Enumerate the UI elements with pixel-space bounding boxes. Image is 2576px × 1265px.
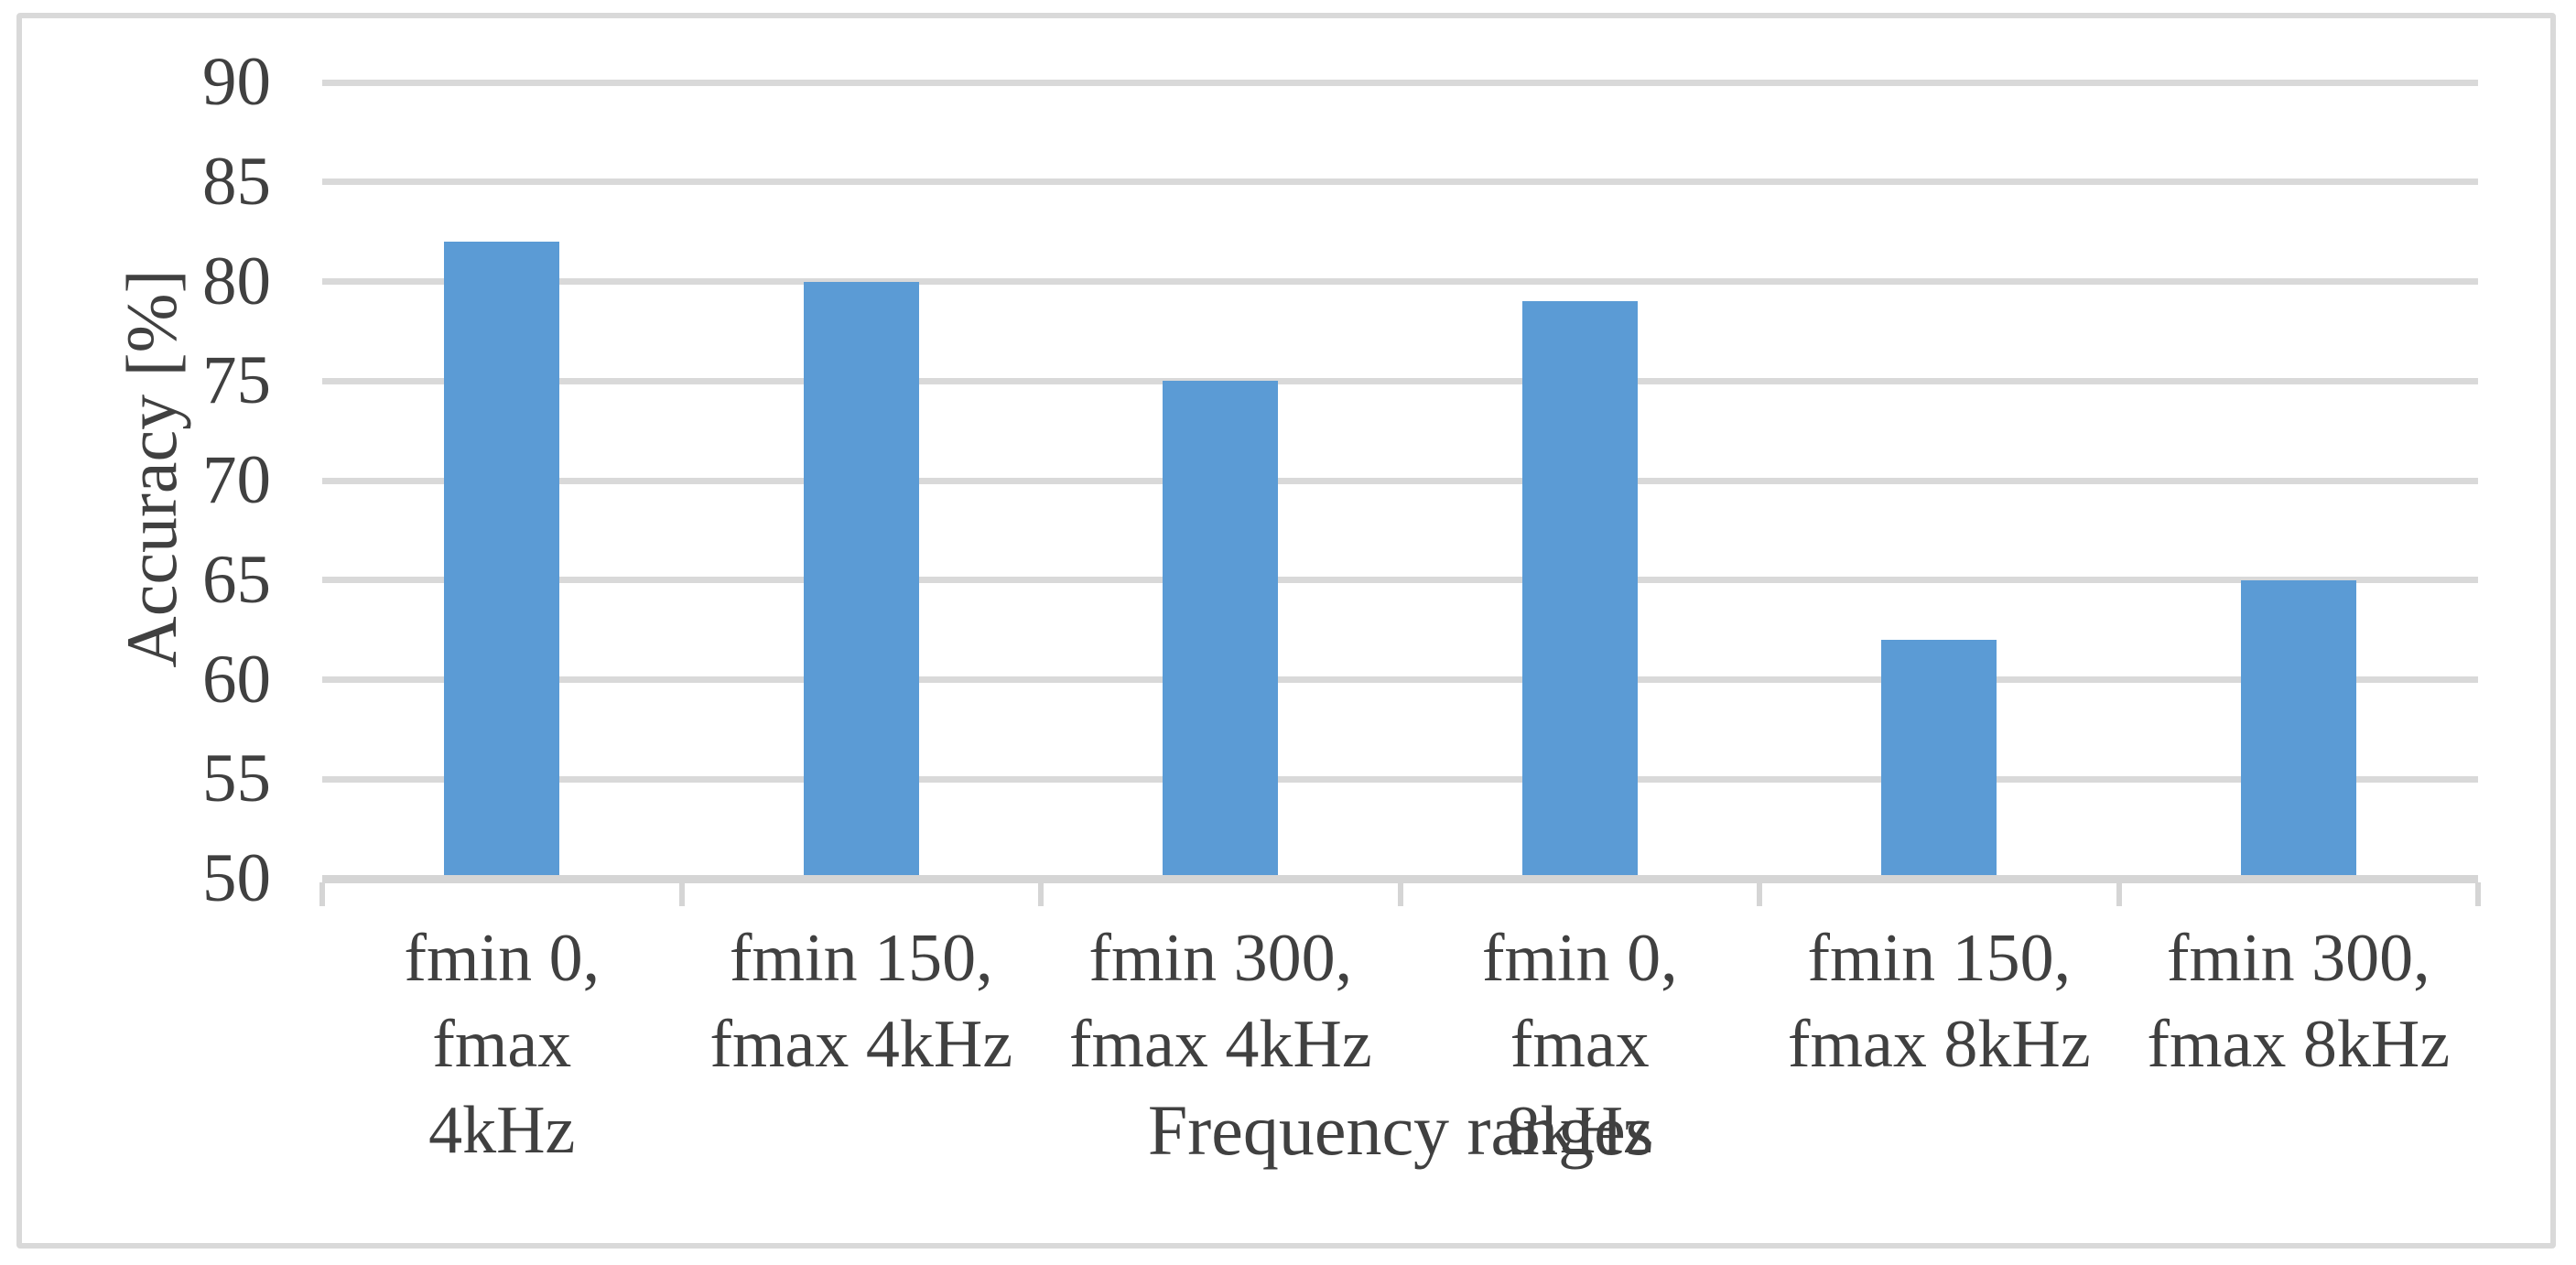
x-axis-tick — [1757, 882, 1762, 906]
y-tick-label: 90 — [202, 44, 271, 120]
gridline — [322, 377, 2478, 384]
x-tick-label: fmin 150, fmax 4kHz — [709, 921, 1013, 1082]
gridline — [322, 278, 2478, 285]
gridline — [322, 178, 2478, 186]
gridline — [322, 676, 2478, 683]
y-tick-label: 55 — [202, 741, 271, 817]
x-tick-label: fmin 150, fmax 8kHz — [1787, 921, 2091, 1082]
bar — [1521, 301, 1638, 879]
gridline — [322, 79, 2478, 86]
x-axis-line — [322, 875, 2478, 883]
x-tick-label: fmin 0, fmax 4kHz — [404, 921, 601, 1168]
bar — [444, 242, 560, 879]
x-axis-tick — [1397, 882, 1403, 906]
y-tick-label: 80 — [202, 243, 271, 319]
bar — [2240, 579, 2356, 879]
x-axis-title: Frequency ranges — [1147, 1090, 1654, 1170]
y-tick-label: 75 — [202, 342, 271, 419]
y-tick-label: 60 — [202, 641, 271, 718]
gridline — [322, 577, 2478, 584]
x-tick-label: fmin 300, fmax 4kHz — [1068, 921, 1372, 1082]
x-axis-tick — [678, 882, 685, 906]
y-tick-label: 70 — [202, 442, 271, 518]
y-tick-label: 85 — [202, 143, 271, 220]
bar — [1163, 381, 1279, 879]
y-tick-label: 50 — [202, 840, 271, 916]
y-tick-label: 65 — [202, 541, 271, 618]
x-axis-tick — [1038, 882, 1044, 906]
x-axis-tick — [2475, 882, 2481, 906]
bar — [803, 281, 919, 879]
x-axis-tick — [2116, 882, 2122, 906]
x-tick-label: fmin 0, fmax 8kHz — [1481, 921, 1678, 1168]
x-tick-label: fmin 300, fmax 8kHz — [2147, 921, 2451, 1082]
bar — [1881, 640, 1997, 879]
gridline — [322, 775, 2478, 783]
x-axis-tick — [319, 882, 325, 906]
gridline — [322, 477, 2478, 484]
